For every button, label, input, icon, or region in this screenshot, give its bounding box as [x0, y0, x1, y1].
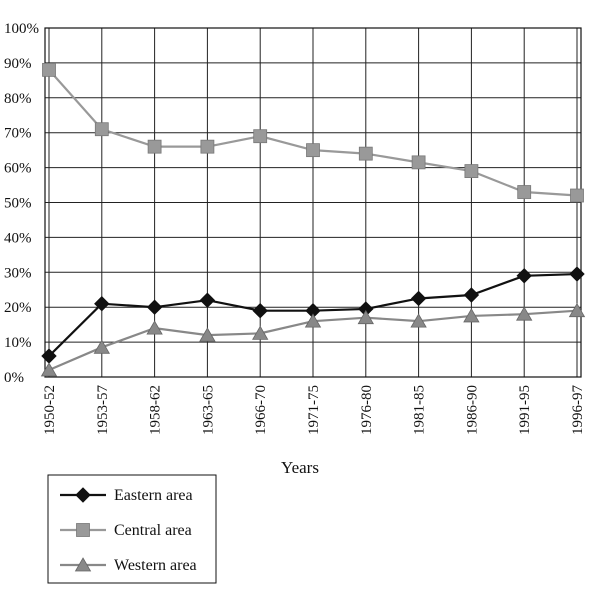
central-area-point: [411, 155, 426, 170]
western-area-point: [252, 325, 269, 340]
legend-swatch-marker: [75, 487, 91, 503]
y-tick-label: 20%: [4, 300, 32, 316]
x-tick-label: 1950-52: [42, 385, 58, 435]
x-tick-label: 1958-62: [148, 385, 164, 435]
plot-frame: [44, 27, 582, 378]
y-tick-label: 10%: [4, 335, 32, 351]
western-area-point: [93, 339, 110, 354]
legend-label-central-area: Central area: [114, 522, 192, 539]
western-area-point: [410, 313, 427, 328]
y-tick-label: 40%: [4, 230, 32, 246]
western-area-point: [199, 327, 216, 342]
x-tick-label: 1971-75: [306, 385, 322, 435]
eastern-area-point: [410, 290, 427, 307]
central-area-point: [306, 143, 320, 158]
western-area-point: [357, 309, 374, 325]
y-tick-label: 50%: [4, 196, 32, 212]
western-area-point: [516, 306, 533, 321]
y-tick-label: 80%: [4, 91, 32, 107]
central-area-point: [42, 62, 56, 77]
y-tick-label: 100%: [4, 21, 39, 37]
y-axis: 0% 10% 20% 30% 40% 50% 60% 70% 80% 90% 100%: [4, 21, 39, 386]
x-tick-label: 1981-85: [412, 385, 428, 435]
eastern-area-point: [516, 268, 532, 284]
central-area-point: [517, 185, 532, 199]
x-axis-label: Years: [281, 458, 319, 477]
x-tick-label: 1966-70: [253, 385, 269, 435]
x-tick-label: 1963-65: [200, 385, 216, 435]
x-tick-label: 1976-80: [359, 385, 375, 435]
x-tick-label: 1953-57: [95, 385, 111, 435]
x-tick-label: 1986-90: [464, 385, 480, 435]
x-tick-label: 1996-97: [570, 385, 586, 435]
x-tick-label: 1991-95: [517, 385, 533, 435]
x-axis: 1950-52 1953-57 1958-62 1963-65 1966-70 1971-…: [42, 385, 586, 435]
central-area-point: [94, 122, 109, 137]
y-tick-label: 60%: [4, 161, 32, 177]
legend-swatch-marker: [76, 523, 90, 537]
eastern-area-point: [199, 292, 216, 308]
series-layer: [40, 62, 586, 377]
y-tick-label: 90%: [4, 56, 32, 72]
legend-label-eastern-area: Eastern area: [114, 487, 193, 504]
western-area-point: [304, 313, 322, 328]
western-area-point: [568, 302, 586, 318]
eastern-area-point: [569, 266, 585, 282]
central-area-point: [570, 188, 584, 203]
central-area-point: [147, 139, 162, 154]
y-tick-label: 0%: [4, 370, 24, 386]
eastern-area-point: [463, 287, 480, 303]
central-area-point: [358, 146, 373, 161]
y-tick-label: 30%: [4, 265, 32, 281]
eastern-area-point: [146, 299, 163, 315]
legend-swatch-marker: [74, 557, 92, 572]
eastern-area-point: [252, 302, 268, 319]
legend: Eastern area Central area Western area: [47, 474, 217, 584]
western-area-point: [463, 308, 480, 323]
eastern-area-point: [94, 296, 110, 312]
central-area-point: [253, 129, 268, 144]
central-area-point: [464, 164, 479, 178]
central-area-point: [200, 139, 215, 154]
western-area-point: [146, 320, 163, 335]
western-area-point: [40, 362, 58, 377]
y-tick-label: 70%: [4, 126, 32, 142]
legend-label-western-area: Western area: [114, 557, 197, 574]
